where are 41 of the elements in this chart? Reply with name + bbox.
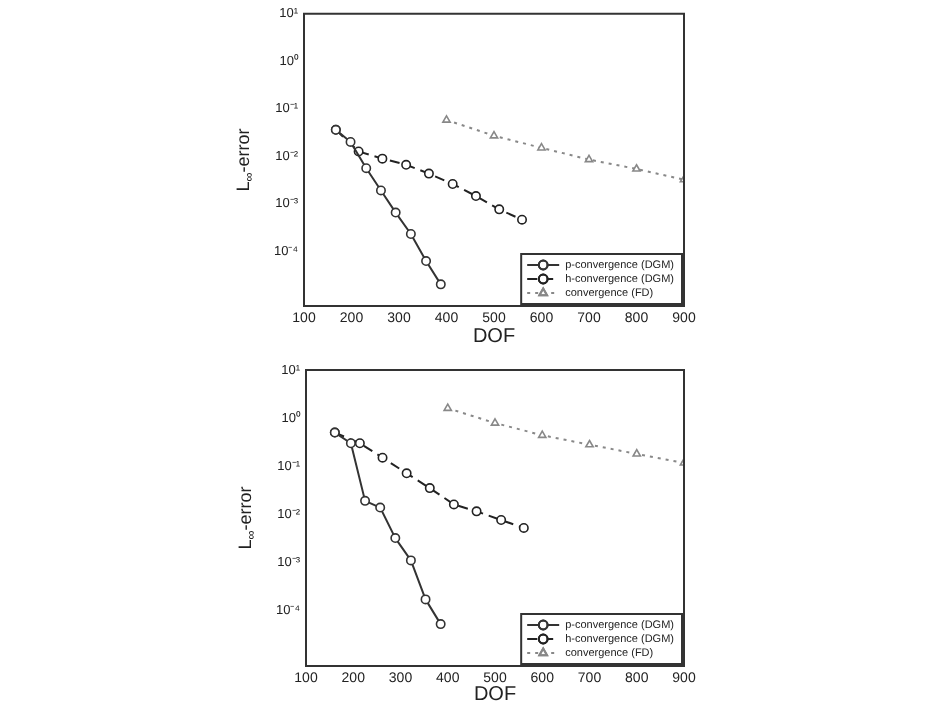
point	[447, 179, 458, 189]
point	[632, 163, 641, 172]
point	[518, 522, 529, 533]
point	[470, 191, 481, 202]
point	[375, 502, 386, 513]
point	[390, 533, 401, 544]
point	[494, 204, 505, 215]
point	[361, 163, 372, 174]
point	[496, 515, 507, 526]
point	[401, 159, 412, 170]
point	[442, 114, 451, 123]
x-axis-title: DOF	[472, 325, 516, 348]
point	[490, 418, 500, 426]
point	[585, 439, 594, 448]
point	[584, 154, 594, 163]
point	[420, 594, 431, 605]
point	[537, 430, 547, 439]
point	[375, 185, 386, 196]
point	[435, 279, 446, 290]
point	[489, 130, 499, 139]
point	[424, 483, 435, 494]
point	[435, 619, 446, 630]
point	[421, 256, 432, 267]
point	[517, 214, 528, 225]
point	[423, 168, 434, 179]
point	[377, 452, 388, 463]
point	[443, 403, 453, 412]
point	[448, 499, 459, 510]
point	[360, 495, 371, 506]
point	[632, 448, 642, 457]
point	[354, 438, 365, 449]
point	[345, 136, 356, 147]
point	[390, 207, 401, 218]
point	[405, 555, 416, 566]
point	[537, 142, 546, 151]
point	[405, 229, 416, 239]
point	[377, 153, 388, 164]
point	[345, 438, 356, 449]
point	[471, 506, 482, 517]
point	[401, 468, 412, 479]
x-axis-title: DOF	[473, 683, 517, 706]
